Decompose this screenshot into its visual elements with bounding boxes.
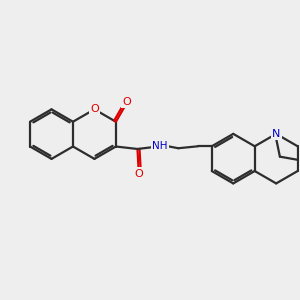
Text: O: O bbox=[122, 97, 131, 107]
Text: O: O bbox=[134, 169, 143, 178]
Text: NH: NH bbox=[152, 141, 167, 151]
Text: N: N bbox=[272, 129, 281, 139]
Text: O: O bbox=[90, 104, 99, 114]
